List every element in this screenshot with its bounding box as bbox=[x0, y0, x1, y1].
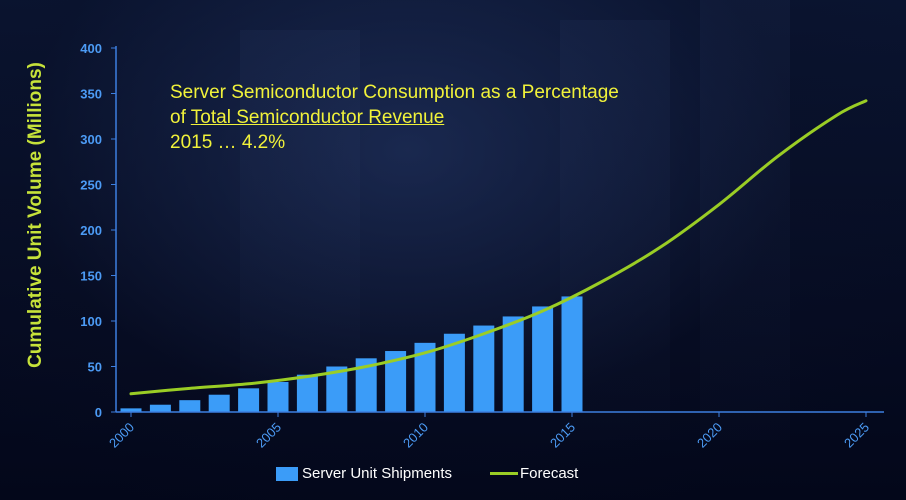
legend-bar-swatch bbox=[276, 466, 298, 481]
y-tick-label: 350 bbox=[80, 87, 102, 102]
bar-2014 bbox=[532, 306, 554, 412]
background-decoration bbox=[700, 0, 790, 440]
y-tick-labels: 0 50 100 150 200 250 300 350 400 bbox=[80, 41, 116, 420]
x-tick-label: 2020 bbox=[694, 420, 725, 451]
annotation-line-3: 2015 … 4.2% bbox=[170, 132, 286, 153]
bar-2001 bbox=[149, 404, 171, 412]
axes-layer bbox=[115, 46, 884, 413]
legend-item-forecast: Forecast bbox=[490, 465, 578, 482]
legend-label: Server Unit Shipments bbox=[302, 465, 453, 482]
legend-line-swatch bbox=[490, 472, 518, 475]
chart-legend: Server Unit Shipments Forecast bbox=[0, 465, 906, 487]
annotation-text: Server Semiconductor Consumption as a Pe… bbox=[170, 80, 619, 155]
x-tick-label: 2005 bbox=[253, 420, 284, 451]
x-tick-label: 2025 bbox=[841, 420, 872, 451]
bar-2004 bbox=[238, 388, 260, 412]
bars-layer bbox=[120, 296, 583, 412]
annotation-line-2-prefix: of bbox=[170, 107, 191, 128]
y-tick-label: 200 bbox=[80, 223, 102, 238]
bar-2013 bbox=[502, 316, 524, 412]
x-tick-label: 2010 bbox=[400, 420, 431, 451]
y-tick-label: 0 bbox=[95, 405, 102, 420]
y-tick-label: 250 bbox=[80, 178, 102, 193]
bar-2005 bbox=[267, 381, 289, 412]
y-tick-label: 400 bbox=[80, 41, 102, 56]
bar-2008 bbox=[355, 358, 377, 412]
y-tick-label: 100 bbox=[80, 314, 102, 329]
bar-2012 bbox=[473, 325, 495, 412]
y-axis-label: Cumulative Unit Volume (Millions) bbox=[25, 62, 46, 368]
annotation-line-1: Server Semiconductor Consumption as a Pe… bbox=[170, 82, 619, 103]
bar-2003 bbox=[208, 394, 230, 412]
forecast-line bbox=[129, 99, 868, 396]
legend-label: Forecast bbox=[520, 465, 579, 482]
bar-2000 bbox=[120, 408, 142, 412]
bar-2009 bbox=[385, 351, 407, 412]
y-tick-label: 150 bbox=[80, 269, 102, 284]
y-tick-label: 50 bbox=[88, 360, 102, 375]
bar-2007 bbox=[326, 366, 348, 412]
bar-2010 bbox=[414, 342, 436, 412]
annotation-line-2-underlined: Total Semiconductor Revenue bbox=[190, 107, 445, 128]
legend-item-server-unit-shipments: Server Unit Shipments bbox=[276, 465, 452, 482]
x-tick-label: 2015 bbox=[547, 420, 578, 451]
background-decoration bbox=[240, 30, 360, 410]
x-tick-label: 2000 bbox=[106, 420, 137, 451]
bar-2011 bbox=[443, 333, 465, 412]
bar-2006 bbox=[296, 374, 318, 412]
bar-2015 bbox=[561, 296, 583, 412]
y-tick-label: 300 bbox=[80, 132, 102, 147]
bar-2002 bbox=[179, 400, 201, 412]
forecast-layer bbox=[129, 99, 868, 396]
x-tick-labels: 2000 2005 2010 2015 2020 2025 bbox=[106, 412, 872, 451]
annotation-line-2: of Total Semiconductor Revenue bbox=[170, 105, 619, 130]
